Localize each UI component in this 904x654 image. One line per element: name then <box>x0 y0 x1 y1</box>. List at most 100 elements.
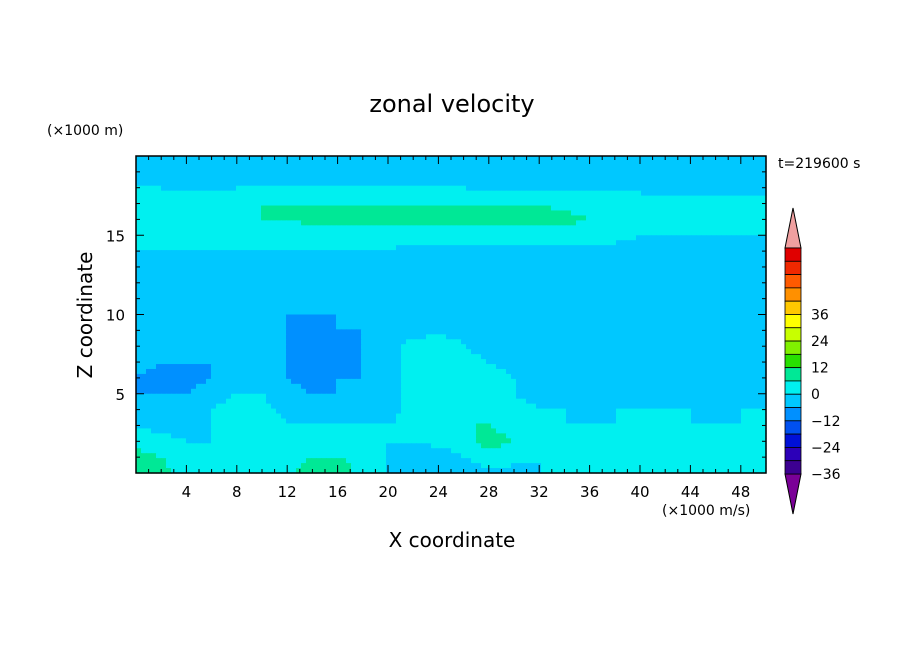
heatmap-cell <box>601 220 607 226</box>
heatmap-cell <box>171 319 177 325</box>
heatmap-cell <box>431 269 437 276</box>
heatmap-cell <box>741 260 747 266</box>
heatmap-cell <box>506 210 512 217</box>
heatmap-cell <box>321 170 327 177</box>
heatmap-cell <box>431 250 437 256</box>
heatmap-cell <box>601 304 607 311</box>
heatmap-cell <box>436 269 442 276</box>
heatmap-cell <box>636 200 642 207</box>
heatmap-cell <box>446 299 452 306</box>
heatmap-cell <box>356 170 362 177</box>
heatmap-cell <box>136 319 142 325</box>
heatmap-cell <box>196 334 202 340</box>
heatmap-cell <box>256 299 262 306</box>
heatmap-cell <box>201 294 207 301</box>
heatmap-cell <box>376 304 382 311</box>
heatmap-cell <box>436 324 442 330</box>
heatmap-cell <box>511 190 517 197</box>
heatmap-cell <box>221 299 227 306</box>
heatmap-cell <box>316 319 322 325</box>
heatmap-cell <box>251 324 257 330</box>
heatmap-cell <box>611 255 617 261</box>
heatmap-cell <box>496 349 502 355</box>
heatmap-cell <box>286 260 292 266</box>
heatmap-cell <box>736 299 742 306</box>
heatmap-cell <box>636 205 642 212</box>
heatmap-cell <box>276 250 282 256</box>
heatmap-cell <box>616 225 622 231</box>
heatmap-cell <box>236 329 242 335</box>
heatmap-cell <box>291 329 297 335</box>
heatmap-cell <box>371 260 377 266</box>
heatmap-cell <box>191 245 197 251</box>
heatmap-cell <box>386 329 392 335</box>
heatmap-cell <box>451 324 457 330</box>
heatmap-cell <box>611 220 617 226</box>
heatmap-cell <box>261 334 267 340</box>
heatmap-cell <box>166 235 172 241</box>
heatmap-cell <box>381 289 387 296</box>
heatmap-cell <box>311 220 317 226</box>
heatmap-cell <box>311 284 317 291</box>
heatmap-cell <box>356 250 362 256</box>
heatmap-cell <box>236 230 242 236</box>
heatmap-cell <box>336 255 342 261</box>
heatmap-cell <box>511 235 517 241</box>
heatmap-cell <box>611 235 617 241</box>
heatmap-cell <box>471 339 477 345</box>
heatmap-cell <box>261 165 267 172</box>
heatmap-cell <box>291 314 297 321</box>
heatmap-cell <box>651 269 657 276</box>
heatmap-cell <box>271 314 277 321</box>
heatmap-cell <box>636 215 642 221</box>
heatmap-cell <box>361 284 367 291</box>
heatmap-cell <box>236 284 242 291</box>
heatmap-cell <box>436 185 442 192</box>
heatmap-cell <box>241 240 247 246</box>
heatmap-cell <box>481 160 487 167</box>
heatmap-cell <box>656 240 662 246</box>
heatmap-cell <box>661 245 667 251</box>
heatmap-cell <box>396 175 402 182</box>
heatmap-cell <box>626 269 632 276</box>
heatmap-cell <box>486 175 492 182</box>
heatmap-cell <box>351 220 357 226</box>
heatmap-cell <box>631 215 637 221</box>
heatmap-cell <box>146 344 152 350</box>
heatmap-cell <box>226 344 232 350</box>
heatmap-cell <box>656 205 662 212</box>
heatmap-cell <box>136 205 142 212</box>
heatmap-cell <box>431 260 437 266</box>
heatmap-cell <box>331 319 337 325</box>
heatmap-cell <box>191 284 197 291</box>
heatmap-cell <box>386 170 392 177</box>
heatmap-cell <box>491 215 497 221</box>
heatmap-cell <box>191 294 197 301</box>
heatmap-cell <box>226 304 232 311</box>
heatmap-cell <box>601 210 607 217</box>
heatmap-cell <box>641 245 647 251</box>
heatmap-cell <box>441 156 447 162</box>
heatmap-cell <box>721 319 727 325</box>
heatmap-cell <box>506 200 512 207</box>
heatmap-cell <box>431 294 437 301</box>
heatmap-cell <box>726 160 732 167</box>
heatmap-cell <box>316 180 322 187</box>
heatmap-cell <box>376 284 382 291</box>
heatmap-cell <box>681 205 687 212</box>
heatmap-cell <box>726 309 732 316</box>
heatmap-cell <box>541 160 547 167</box>
heatmap-cell <box>746 190 752 197</box>
heatmap-cell <box>136 344 142 350</box>
heatmap-cell <box>561 284 567 291</box>
heatmap-cell <box>761 329 767 335</box>
heatmap-cell <box>201 260 207 266</box>
heatmap-cell <box>331 334 337 340</box>
heatmap-cell <box>321 180 327 187</box>
heatmap-cell <box>426 294 432 301</box>
heatmap-cell <box>721 289 727 296</box>
heatmap-cell <box>496 160 502 167</box>
heatmap-cell <box>166 240 172 246</box>
heatmap-cell <box>291 205 297 212</box>
heatmap-cell <box>576 210 582 217</box>
